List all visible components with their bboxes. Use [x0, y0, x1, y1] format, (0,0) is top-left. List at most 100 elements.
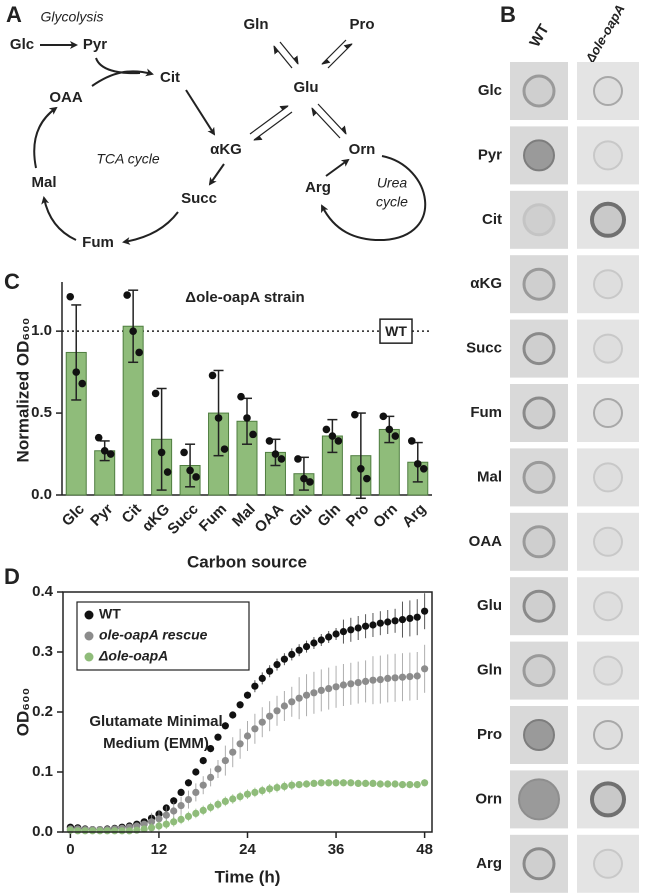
data-point: [199, 781, 207, 789]
data-point: [229, 795, 237, 803]
data-point: [347, 626, 355, 634]
x-tick-label: 0: [66, 841, 74, 858]
data-point: [325, 633, 333, 641]
data-point: [229, 748, 237, 756]
data-point: [376, 676, 384, 684]
data-point: [317, 636, 325, 644]
x-tick-label: OAA: [251, 501, 287, 537]
data-point: [221, 757, 229, 765]
data-point: [339, 681, 348, 689]
data-point: [384, 780, 392, 788]
data-point: [385, 425, 394, 434]
data-point: [163, 468, 172, 476]
data-point: [199, 806, 207, 815]
metabolite: Mal: [31, 174, 56, 191]
row-label: Orn: [475, 790, 502, 807]
colony-spot: [522, 332, 556, 366]
data-point: [273, 707, 281, 715]
data-point: [334, 437, 343, 445]
data-point: [354, 679, 362, 687]
y-tick-label: 0.2: [32, 703, 53, 720]
data-point: [207, 745, 215, 753]
metabolite: Arg: [305, 179, 331, 196]
data-point: [280, 782, 288, 791]
data-point: [361, 622, 370, 630]
data-point: [214, 414, 223, 422]
arrow: [41, 196, 77, 241]
row-label: Succ: [466, 340, 502, 357]
data-point: [406, 673, 414, 681]
data-point: [184, 796, 193, 804]
data-point: [369, 676, 377, 684]
data-point: [421, 779, 429, 787]
data-point: [354, 624, 362, 632]
data-point: [236, 793, 244, 801]
metabolite: Gln: [244, 16, 269, 33]
y-tick-label: 1.0: [31, 322, 52, 339]
row-label: Mal: [477, 468, 502, 485]
legend-box: [76, 601, 250, 671]
colony-spot: [590, 201, 626, 238]
data-point: [157, 448, 166, 457]
data-point: [251, 788, 259, 797]
data-point: [280, 655, 288, 663]
data-point: [151, 389, 160, 398]
data-point: [221, 797, 229, 806]
data-point: [72, 368, 81, 376]
data-point: [306, 478, 314, 486]
y-tick-label: 0.5: [31, 404, 52, 421]
data-point: [288, 781, 296, 789]
data-point: [155, 815, 163, 823]
data-point: [271, 450, 280, 458]
data-point: [288, 650, 296, 659]
row-label: Cit: [482, 211, 502, 228]
metabolite: Glc: [10, 36, 34, 53]
data-point: [357, 464, 365, 473]
arrow: [279, 41, 299, 65]
data-point: [288, 698, 296, 706]
data-point: [413, 781, 421, 789]
colony-spot: [522, 203, 556, 237]
y-tick-label: 0.4: [32, 583, 54, 600]
data-point: [74, 827, 82, 835]
data-point: [391, 780, 399, 788]
data-point: [361, 779, 370, 788]
data-point: [170, 797, 178, 805]
data-point: [413, 460, 422, 468]
data-point: [322, 425, 331, 434]
arrow: [321, 39, 347, 65]
data-point: [177, 802, 185, 810]
x-tick-label: Pyr: [87, 501, 116, 530]
metabolite: Cit: [160, 69, 180, 86]
data-point: [88, 827, 97, 835]
data-point: [369, 779, 377, 788]
data-point: [317, 686, 325, 695]
colony-spot: [518, 778, 560, 821]
plot-frame: [62, 591, 433, 833]
data-point: [147, 824, 156, 832]
data-point: [413, 613, 421, 621]
row-label: Fum: [470, 404, 502, 421]
data-point: [106, 450, 115, 458]
pathway-label: Urea: [377, 175, 408, 191]
data-point: [96, 827, 104, 835]
data-point: [295, 694, 303, 702]
arrow: [249, 105, 289, 135]
colony-spot: [593, 720, 623, 750]
data-point: [300, 474, 308, 483]
pathway-label: cycle: [376, 194, 408, 210]
y-tick-label: 0.0: [31, 486, 52, 503]
data-point: [363, 474, 371, 483]
x-axis-label: Carbon source: [187, 552, 307, 571]
data-point: [170, 818, 178, 826]
data-point: [354, 779, 362, 788]
data-point: [100, 446, 109, 455]
data-point: [310, 689, 318, 697]
data-point: [398, 673, 407, 681]
data-point: [391, 674, 399, 682]
data-point: [147, 818, 156, 826]
data-point: [192, 788, 200, 797]
data-point: [207, 803, 215, 812]
data-point: [294, 455, 302, 463]
